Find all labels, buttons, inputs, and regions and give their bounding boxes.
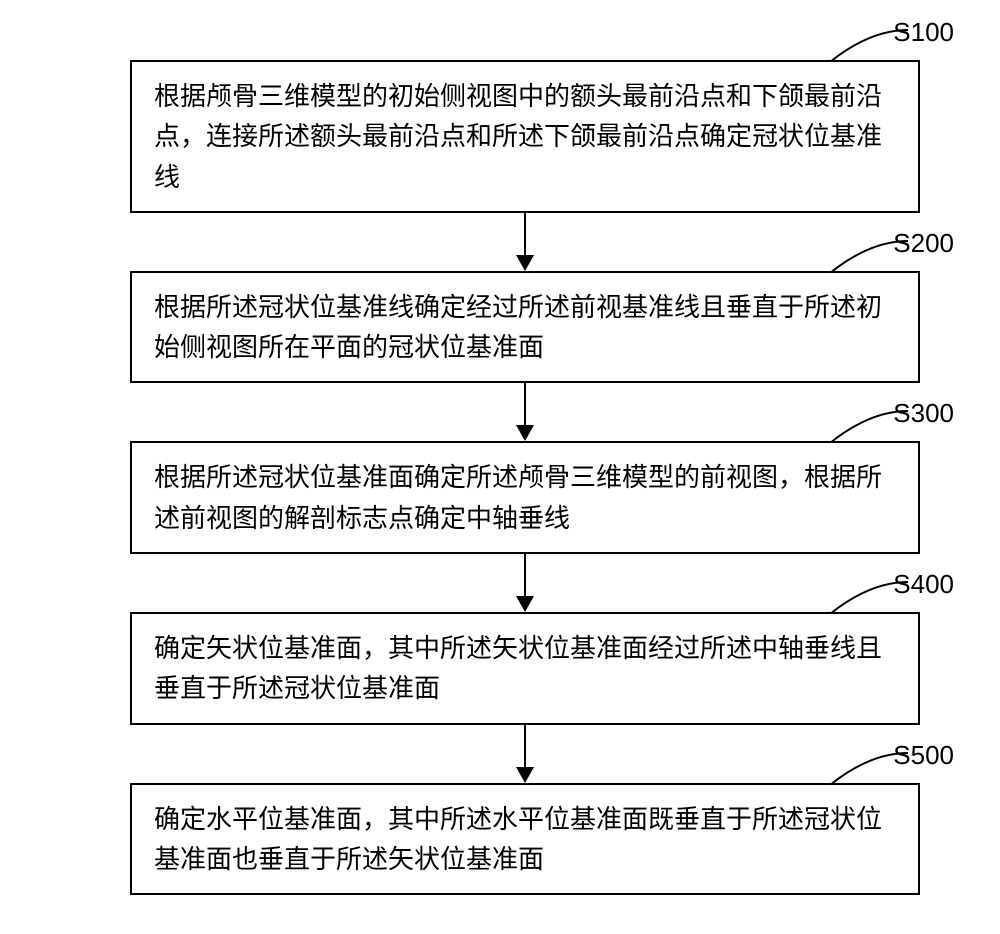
arrow-head — [516, 767, 534, 783]
step-label: S200 — [893, 228, 954, 259]
step-box: 确定矢状位基准面，其中所述矢状位基准面经过所述中轴垂线且垂直于所述冠状位基准面 — [130, 612, 920, 725]
arrow-head — [516, 425, 534, 441]
step-label: S500 — [893, 740, 954, 771]
arrow-line — [524, 383, 526, 425]
step-label: S300 — [893, 398, 954, 429]
arrow-line — [524, 725, 526, 767]
flowchart-container: S100 根据颅骨三维模型的初始侧视图中的额头最前沿点和下颌最前沿点，连接所述额… — [0, 0, 1000, 934]
step-label: S400 — [893, 569, 954, 600]
step-text: 确定矢状位基准面，其中所述矢状位基准面经过所述中轴垂线且垂直于所述冠状位基准面 — [154, 633, 882, 703]
arrow-head — [516, 255, 534, 271]
arrow-head — [516, 596, 534, 612]
arrow — [524, 554, 526, 612]
step-text: 根据所述冠状位基准面确定所述颅骨三维模型的前视图，根据所述前视图的解剖标志点确定… — [154, 462, 882, 532]
step-text: 确定水平位基准面，其中所述水平位基准面既垂直于所述冠状位基准面也垂直于所述矢状位… — [154, 804, 882, 874]
arrow — [524, 213, 526, 271]
step-text: 根据颅骨三维模型的初始侧视图中的额头最前沿点和下颌最前沿点，连接所述额头最前沿点… — [154, 81, 882, 192]
step-s100: S100 根据颅骨三维模型的初始侧视图中的额头最前沿点和下颌最前沿点，连接所述额… — [0, 60, 1000, 271]
step-text: 根据所述冠状位基准线确定经过所述前视基准线且垂直于所述初始侧视图所在平面的冠状位… — [154, 292, 882, 362]
step-box: 根据所述冠状位基准线确定经过所述前视基准线且垂直于所述初始侧视图所在平面的冠状位… — [130, 271, 920, 384]
step-s200: S200 根据所述冠状位基准线确定经过所述前视基准线且垂直于所述初始侧视图所在平… — [0, 271, 1000, 442]
step-box: 根据所述冠状位基准面确定所述颅骨三维模型的前视图，根据所述前视图的解剖标志点确定… — [130, 441, 920, 554]
arrow-line — [524, 554, 526, 596]
arrow — [524, 383, 526, 441]
step-s500: S500 确定水平位基准面，其中所述水平位基准面既垂直于所述冠状位基准面也垂直于… — [0, 783, 1000, 896]
step-label: S100 — [893, 17, 954, 48]
step-s300: S300 根据所述冠状位基准面确定所述颅骨三维模型的前视图，根据所述前视图的解剖… — [0, 441, 1000, 612]
step-box: 根据颅骨三维模型的初始侧视图中的额头最前沿点和下颌最前沿点，连接所述额头最前沿点… — [130, 60, 920, 213]
arrow — [524, 725, 526, 783]
step-s400: S400 确定矢状位基准面，其中所述矢状位基准面经过所述中轴垂线且垂直于所述冠状… — [0, 612, 1000, 783]
step-box: 确定水平位基准面，其中所述水平位基准面既垂直于所述冠状位基准面也垂直于所述矢状位… — [130, 783, 920, 896]
arrow-line — [524, 213, 526, 255]
